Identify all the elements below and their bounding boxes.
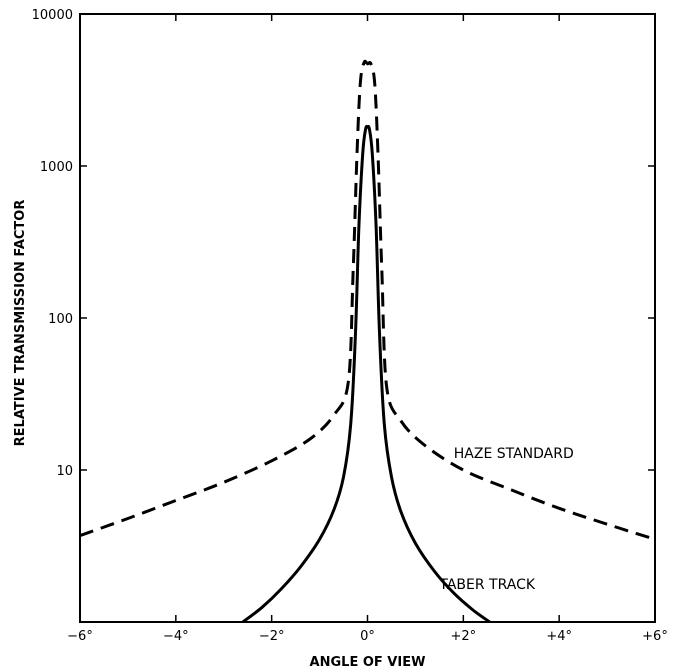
y-tick-label: 10000 xyxy=(32,8,73,23)
x-tick-label: +2° xyxy=(450,629,476,644)
x-tick-label: −2° xyxy=(259,629,285,644)
annotation-taber-track: TABER TRACK xyxy=(438,577,535,593)
y-axis-title: RELATIVE TRANSMISSION FACTOR xyxy=(13,200,28,447)
plot-area: HAZE STANDARD TABER TRACK xyxy=(80,59,655,622)
x-tick-label: +4° xyxy=(546,629,572,644)
x-tick-label: +6° xyxy=(642,629,668,644)
y-tick-label: 1000 xyxy=(40,160,73,175)
plot-frame xyxy=(79,13,656,623)
annotation-haze-standard: HAZE STANDARD xyxy=(454,446,574,462)
x-tick-label: −6° xyxy=(67,629,93,644)
series-line-taber-track xyxy=(241,124,491,622)
x-axis-title: ANGLE OF VIEW xyxy=(310,655,426,670)
axes: −6° −4° −2° 0° +2° +4° +6° 10 100 1000 10000 xyxy=(32,8,668,644)
y-tick-label: 10 xyxy=(56,464,73,479)
series-line-haze-standard xyxy=(80,59,655,541)
y-tick-label: 100 xyxy=(48,312,73,327)
x-tick-label: 0° xyxy=(360,629,375,644)
x-tick-label: −4° xyxy=(163,629,189,644)
